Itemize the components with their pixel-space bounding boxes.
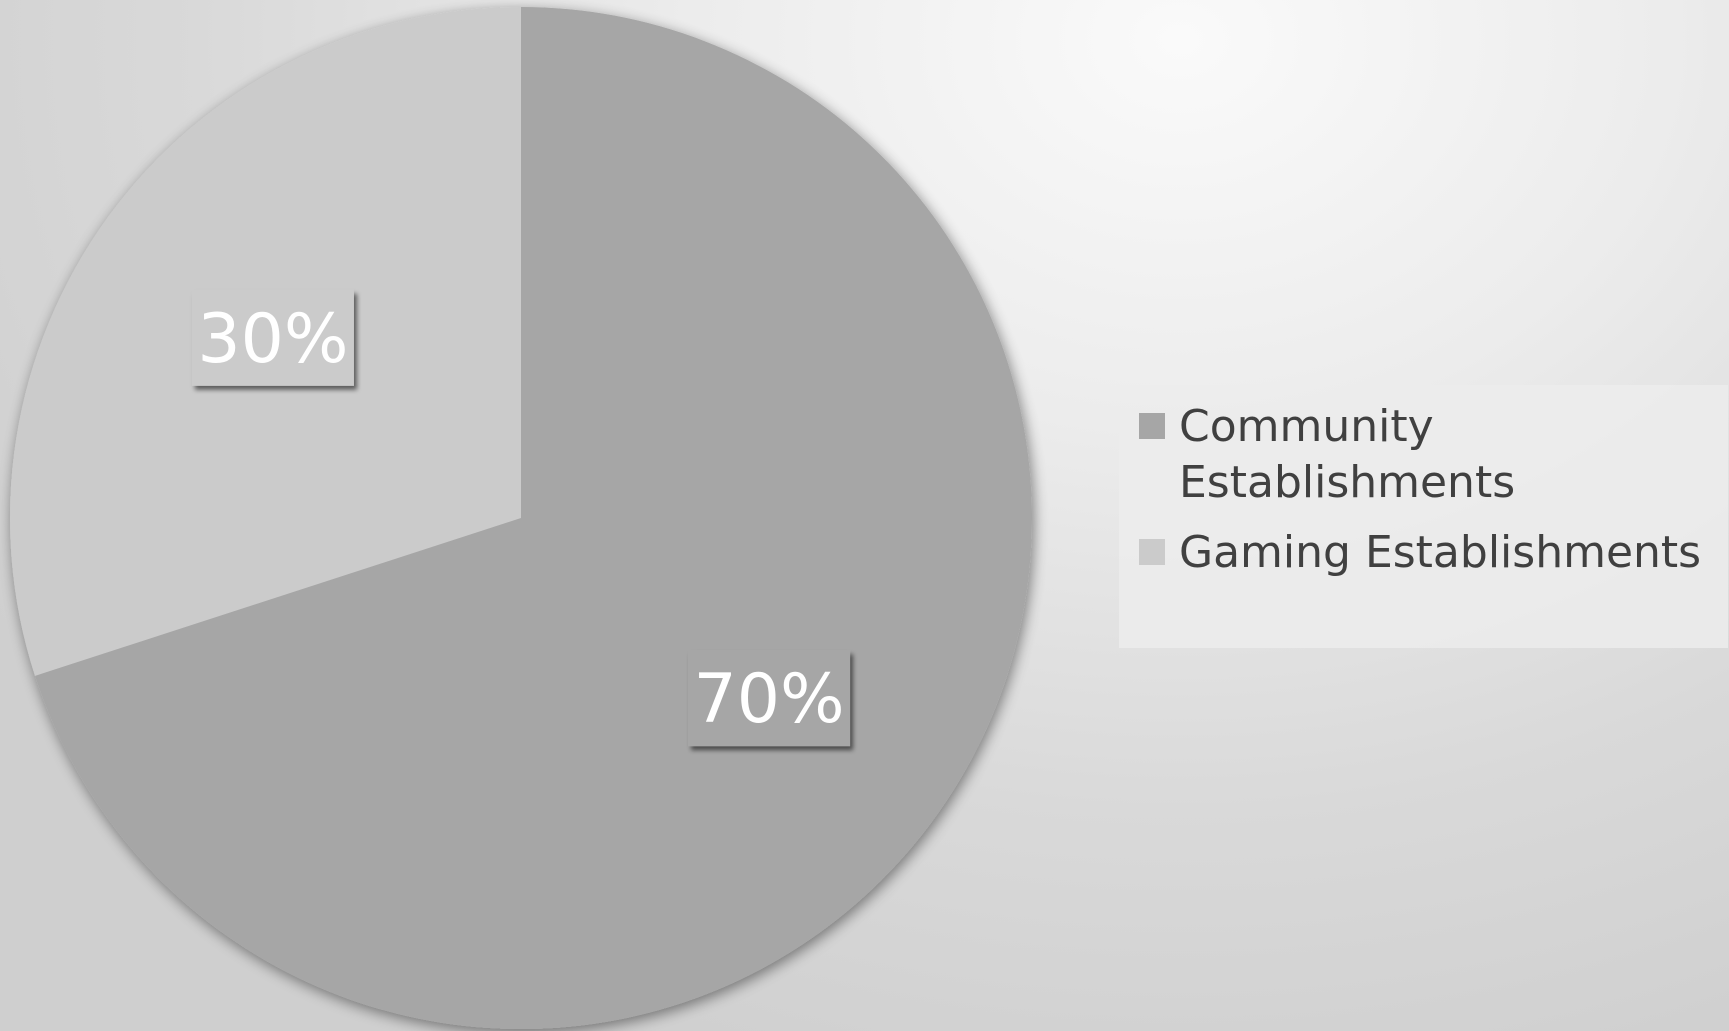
legend-item-community: Community Establishments [1139, 399, 1718, 511]
data-label-text: 70% [693, 660, 844, 739]
data-label-text: 30% [197, 300, 348, 379]
legend-item-gaming: Gaming Establishments [1139, 525, 1718, 581]
data-label-community: 70% [688, 650, 850, 746]
data-label-gaming: 30% [192, 290, 354, 386]
legend-swatch-gaming [1139, 539, 1165, 565]
legend: Community Establishments Gaming Establis… [1119, 385, 1728, 648]
legend-label-community: Community Establishments [1179, 399, 1718, 511]
pie-slices [10, 7, 1032, 1029]
legend-swatch-community [1139, 413, 1165, 439]
legend-label-gaming: Gaming Establishments [1179, 525, 1718, 581]
